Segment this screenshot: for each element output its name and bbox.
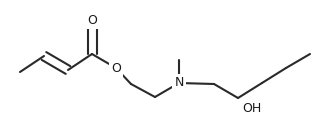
- Text: OH: OH: [242, 102, 262, 115]
- Text: O: O: [87, 14, 97, 26]
- Text: O: O: [111, 62, 121, 75]
- Text: N: N: [174, 76, 184, 89]
